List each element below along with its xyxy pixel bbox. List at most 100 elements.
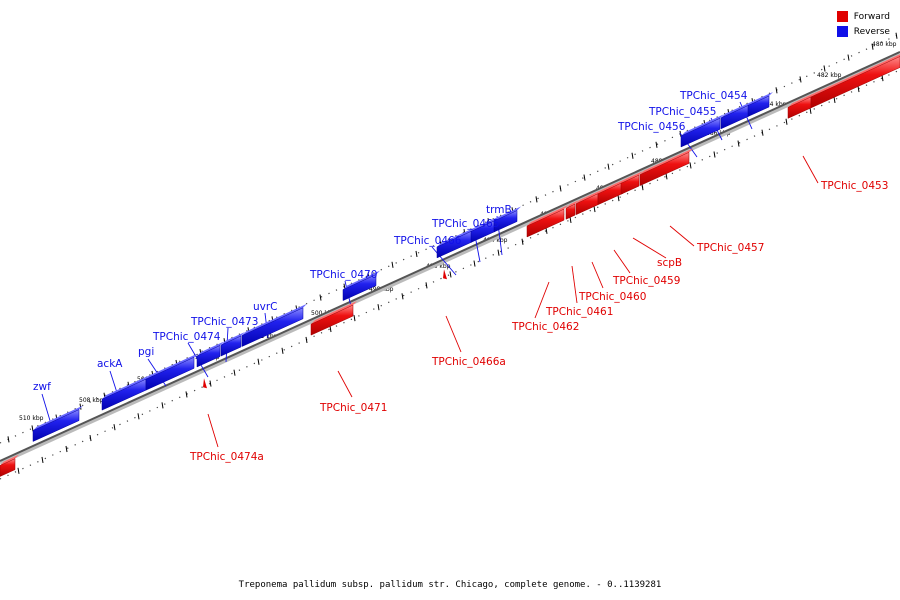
scale-tick [473,260,476,267]
gene-tpchic-0474-label: TPChic_0474 [152,331,221,343]
gene-tpchic-0470-label: TPChic_0470 [309,269,377,281]
scale-tick [871,43,874,50]
gene-tpchic-0465-label: TPChic_0465 [431,218,499,230]
gene-partial-left-body [0,458,16,477]
scale-tick [559,185,562,192]
gene-zwf-top [33,405,83,431]
scale-tick [209,380,212,387]
scale-tick [233,369,236,376]
gene-trmB-top [494,206,521,221]
gene-tpchic-0457-body [639,151,690,187]
gene-tpchic-0461-label: TPChic_0461 [545,306,613,318]
gene-zwf-body [32,409,80,442]
scale-tick [799,76,802,83]
gene-tpchic-0473-top [221,331,245,346]
gene-scpB-leader [632,237,667,259]
gene-tpchic-0459-top [598,178,627,194]
gene-tpchic-0471-body [310,304,354,336]
scale-tick [665,173,668,180]
scale-tick [535,196,538,203]
gene-uvrC [241,303,307,347]
legend-forward-label: Forward [853,11,890,22]
gene-tpchic-0470 [342,270,380,301]
backbone-line [0,51,900,462]
scale-tick [137,413,140,420]
gene-tpchic-0459-label: TPChic_0459 [612,275,680,287]
scale-tick [305,336,308,344]
scale-tick [17,467,20,474]
scale-tick [353,315,356,322]
scale-tick [713,151,716,158]
legend-forward: Forward [836,9,890,24]
gene-tpchic-0453-top [788,92,815,108]
scale-tick [319,294,322,301]
scale-tick [521,238,524,245]
scale-tick-label: 508 kbp [79,397,104,404]
gene-tpchic-0465-top [471,216,499,232]
scale-tick [497,249,500,256]
gene-tpchic-0466a-leader [445,315,462,353]
scale-tick [857,85,860,93]
scale-tick [161,402,164,409]
scale-tick [79,403,82,410]
scale-tick [847,54,850,61]
gene-tpchic-0454-body [747,95,770,117]
scale-tick-label: 480 kbp [872,41,897,48]
gene-tpchic-0454 [747,91,773,117]
gene-tpchic-0471-label: TPChic_0471 [319,402,387,414]
gene-tpchic-0462-label: TPChic_0462 [511,321,579,333]
gene-tpchic-0454-top [748,91,773,106]
gene-tpchic-0474a [203,378,207,389]
gene-tpchic-0462-body [526,208,565,238]
scale-tick [113,424,116,431]
scale-tick [185,391,188,398]
gene-tpchic-0455-top [721,101,753,118]
scale-tick [89,435,92,442]
gene-tpchic-0474-top [197,341,224,356]
gene-scpB [620,171,643,195]
gene-tpchic-0474a-leader [207,413,219,448]
gene-tpchic-0466-label: TPChic_0466 [393,235,462,247]
scale-tick [329,325,332,333]
scale-tick-label: 484 kbp [762,101,787,108]
scale-tick [655,141,658,148]
gene-tpchic-0459-leader [613,249,631,274]
gene-pgi-top [146,353,198,380]
gene-tpchic-0462 [526,205,568,238]
gene-tpchic-0457-label: TPChic_0457 [696,242,764,254]
scale-tick [593,205,596,213]
scale-tick [737,140,740,147]
gene-tpchic-0466a [443,269,447,280]
gene-tpchic-0470-body [342,274,377,301]
legend-forward-swatch [836,11,848,22]
gene-tpchic-0470-top [343,270,380,290]
gene-scpB-top [621,171,643,184]
scale-tick [823,65,826,72]
scale-tick [65,445,68,453]
scale-tick [833,96,836,104]
scale-tick [881,75,884,82]
scale-tick-label: 502 kbp [253,333,278,340]
gene-tpchic-0456-body [680,117,721,148]
gene-tpchic-0460-leader [591,261,604,289]
scale-tick [545,227,548,234]
gene-tpchic-0461-leader [571,265,578,304]
gene-ackA-label: ackA [97,358,123,370]
gene-tpchic-0461-body [565,203,576,220]
gene-tpchic-0466-top [437,226,476,247]
gene-tpchic-0466-leader [431,246,457,276]
gene-uvrC-body [241,307,304,347]
gene-forward-long-right-body [810,56,900,109]
genome-caption: Treponema pallidum subsp. pallidum str. … [238,580,662,590]
backbone-shadow [0,52,900,465]
scale-tick [775,87,778,94]
gene-tpchic-0473-body [220,335,242,357]
gene-tpchic-0453-leader [802,155,819,184]
gene-tpchic-0460-top [576,189,602,204]
gene-tpchic-0461 [565,200,579,220]
gene-tpchic-0454-label: TPChic_0454 [679,90,748,102]
gene-tpchic-0462-top [527,205,568,226]
gene-tpchic-0456-top [681,114,724,136]
gene-tpchic-0474a-label: TPChic_0474a [189,451,264,463]
